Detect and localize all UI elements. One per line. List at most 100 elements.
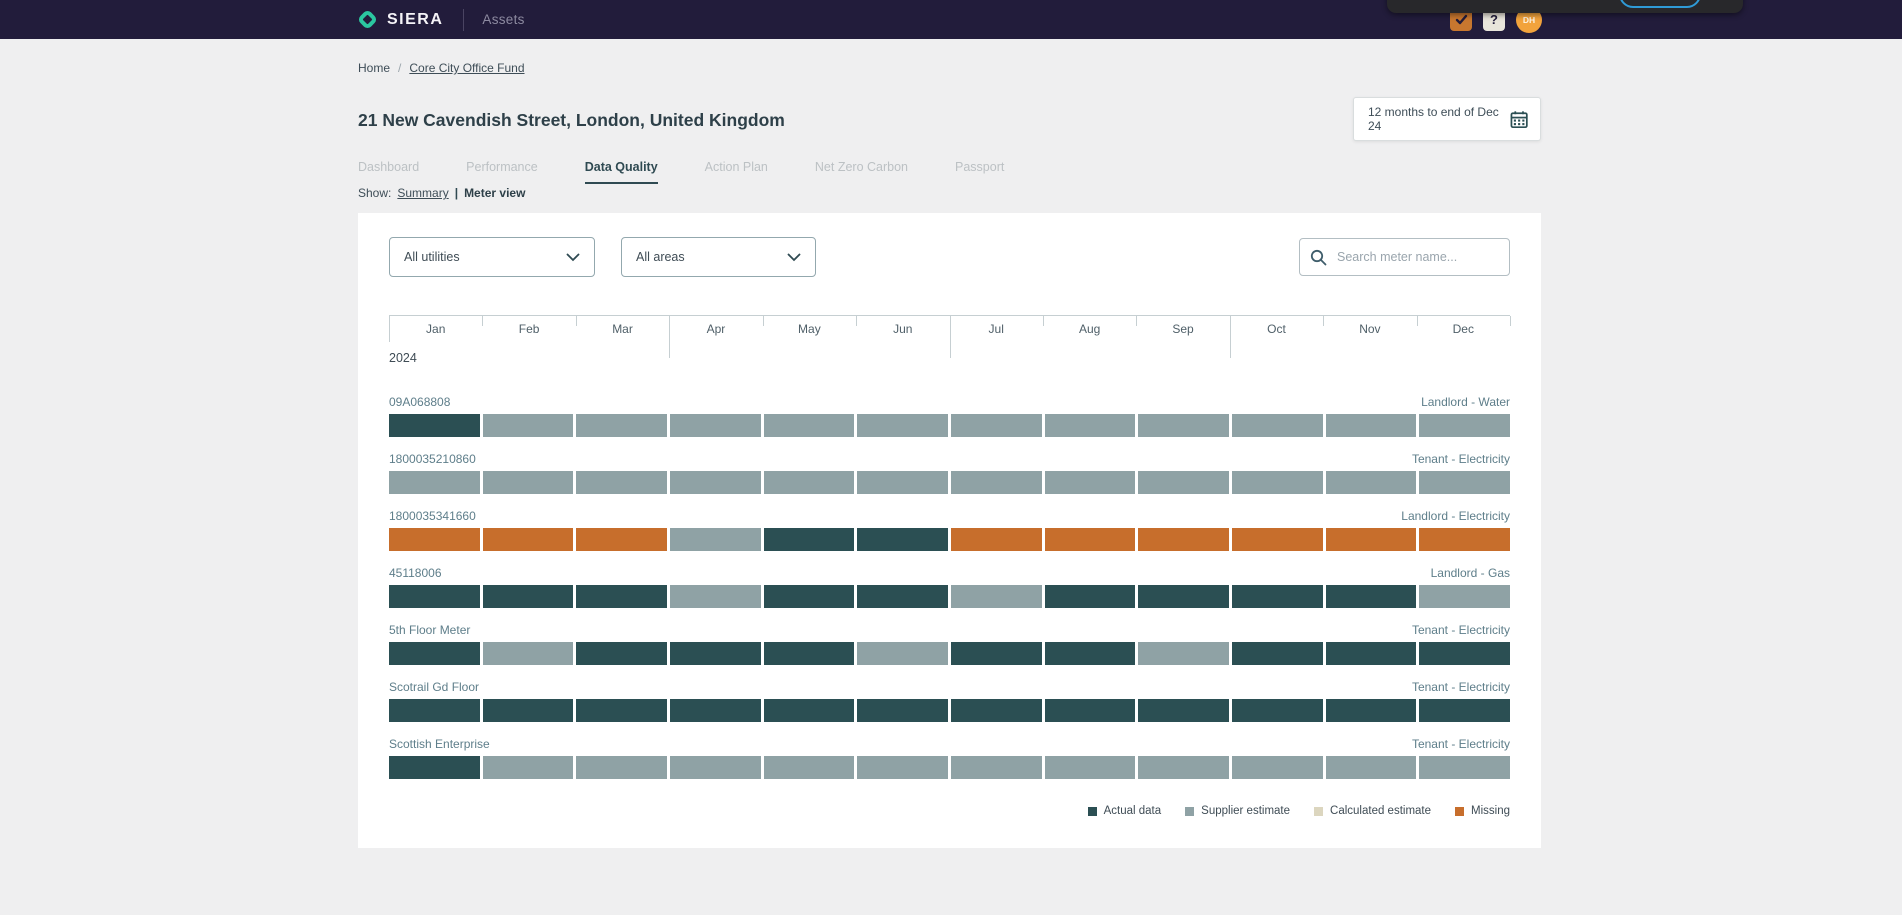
chevron-down-icon bbox=[787, 253, 801, 261]
meter-month-cells bbox=[389, 528, 1510, 551]
cell-jul-supplier bbox=[950, 756, 1042, 779]
areas-dropdown[interactable]: All areas bbox=[621, 237, 816, 277]
cell-feb-actual bbox=[482, 699, 574, 722]
cell-apr-supplier bbox=[669, 756, 761, 779]
month-boundary-tick bbox=[1136, 316, 1138, 326]
cell-nov-supplier bbox=[1325, 414, 1417, 437]
date-range-picker[interactable]: 12 months to end of Dec 24 bbox=[1353, 97, 1541, 141]
meter-month-cells bbox=[389, 756, 1510, 779]
meter-month-cells bbox=[389, 642, 1510, 665]
view-toggle-divider: | bbox=[454, 186, 459, 200]
cell-feb-supplier bbox=[482, 471, 574, 494]
meter-row-header: 1800035341660 Landlord - Electricity bbox=[389, 509, 1510, 523]
cell-dec-supplier bbox=[1419, 414, 1510, 437]
cell-mar-actual bbox=[576, 642, 667, 665]
tab-performance[interactable]: Performance bbox=[466, 160, 538, 174]
cell-sep-supplier bbox=[1138, 414, 1229, 437]
search-icon bbox=[1310, 249, 1327, 265]
month-header: Jan Feb Mar Apr May Jun Jul Aug Sep Oct Nov Dec bbox=[389, 315, 1511, 358]
tab-action-plan[interactable]: Action Plan bbox=[704, 160, 768, 174]
cell-jun-supplier bbox=[857, 756, 948, 779]
cell-may-actual bbox=[763, 528, 855, 551]
cell-aug-supplier bbox=[1044, 414, 1136, 437]
cell-nov-supplier bbox=[1325, 471, 1417, 494]
view-option-meter-view[interactable]: Meter view bbox=[464, 186, 526, 200]
cell-aug-actual bbox=[1044, 699, 1136, 722]
cell-dec-supplier bbox=[1419, 756, 1510, 779]
tasks-check-button[interactable] bbox=[1450, 8, 1472, 31]
cell-jun-actual bbox=[857, 528, 948, 551]
meter-row-header: 1800035210860 Tenant - Electricity bbox=[389, 452, 1510, 466]
siera-logo-icon bbox=[356, 8, 379, 31]
cell-jan-missing bbox=[389, 528, 480, 551]
cell-oct-missing bbox=[1231, 528, 1323, 551]
cell-dec-missing bbox=[1419, 528, 1510, 551]
utilities-dropdown-value: All utilities bbox=[404, 250, 460, 264]
data-quality-panel: All utilities All areas JanFebMarAprMayJ… bbox=[358, 213, 1541, 848]
tab-net-zero-carbon[interactable]: Net Zero Carbon bbox=[814, 160, 908, 174]
meter-search-input[interactable] bbox=[1337, 250, 1497, 264]
legend-swatch-calculated bbox=[1314, 806, 1324, 816]
meter-type: Landlord - Electricity bbox=[1401, 509, 1510, 523]
cell-feb-supplier bbox=[482, 414, 574, 437]
cell-dec-supplier bbox=[1419, 471, 1510, 494]
tab-bar: Dashboard Performance Data Quality Action P… bbox=[358, 156, 1051, 184]
cell-jan-actual bbox=[389, 414, 480, 437]
meter-type: Tenant - Electricity bbox=[1411, 737, 1510, 751]
cell-dec-actual bbox=[1419, 642, 1510, 665]
cell-feb-missing bbox=[482, 528, 574, 551]
cell-aug-supplier bbox=[1044, 471, 1136, 494]
view-option-summary[interactable]: Summary bbox=[397, 186, 449, 200]
cell-aug-supplier bbox=[1044, 756, 1136, 779]
meter-row-header: 45118006 Landlord - Gas bbox=[389, 566, 1510, 580]
cell-jul-supplier bbox=[950, 414, 1042, 437]
cell-oct-actual bbox=[1231, 642, 1323, 665]
cell-dec-supplier bbox=[1419, 585, 1510, 608]
meter-type: Landlord - Water bbox=[1421, 395, 1510, 409]
cell-jan-actual bbox=[389, 642, 480, 665]
tab-passport[interactable]: Passport bbox=[955, 160, 1005, 174]
legend-label: Supplier estimate bbox=[1201, 805, 1291, 817]
tab-data-quality[interactable]: Data Quality bbox=[584, 156, 658, 184]
meter-row-1800035210860: 1800035210860 Tenant - Electricity bbox=[389, 452, 1510, 494]
chevron-down-icon bbox=[566, 253, 580, 261]
cutoff-popup-button[interactable] bbox=[1619, 0, 1701, 8]
help-button[interactable]: ? bbox=[1483, 8, 1505, 31]
breadcrumb-home[interactable]: Home bbox=[358, 61, 391, 75]
utilities-dropdown[interactable]: All utilities bbox=[389, 237, 595, 277]
cell-jan-actual bbox=[389, 756, 480, 779]
month-label-mar: Mar bbox=[612, 322, 633, 336]
cell-may-actual bbox=[763, 642, 855, 665]
cell-jan-actual bbox=[389, 585, 480, 608]
cell-sep-missing bbox=[1138, 528, 1229, 551]
meter-month-cells bbox=[389, 414, 1510, 437]
brand-name: SIERA bbox=[387, 10, 444, 28]
month-boundary-tick bbox=[1510, 316, 1511, 326]
product-name[interactable]: Assets bbox=[482, 12, 525, 27]
month-boundary-tick bbox=[1323, 316, 1325, 326]
meter-month-cells bbox=[389, 471, 1510, 494]
meter-month-cells bbox=[389, 699, 1510, 722]
cell-apr-supplier bbox=[669, 585, 761, 608]
month-label-jul: Jul bbox=[988, 322, 1004, 336]
cell-sep-supplier bbox=[1138, 471, 1229, 494]
cell-may-supplier bbox=[763, 414, 855, 437]
cell-oct-actual bbox=[1231, 585, 1323, 608]
legend-item-actual-data: Actual data bbox=[1087, 805, 1161, 817]
month-boundary-tick bbox=[1042, 316, 1044, 326]
cell-dec-actual bbox=[1419, 699, 1510, 722]
year-label: 2024 bbox=[389, 351, 417, 365]
month-label-apr: Apr bbox=[706, 322, 726, 336]
month-label-jun: Jun bbox=[893, 322, 913, 336]
month-label-oct: Oct bbox=[1267, 322, 1286, 336]
meter-grid: Jan Feb Mar Apr May Jun Jul Aug Sep Oct Nov Dec 202… bbox=[389, 315, 1511, 779]
brand-block: SIERA Assets bbox=[356, 8, 525, 31]
legend-label: Calculated estimate bbox=[1330, 805, 1432, 817]
cell-feb-actual bbox=[482, 585, 574, 608]
meter-type: Tenant - Electricity bbox=[1411, 452, 1510, 466]
show-label: Show: bbox=[358, 186, 392, 200]
breadcrumb-fund-link[interactable]: Core City Office Fund bbox=[409, 61, 525, 75]
tab-dashboard[interactable]: Dashboard bbox=[358, 160, 420, 174]
meter-row-1800035341660: 1800035341660 Landlord - Electricity bbox=[389, 509, 1510, 551]
meter-name: 1800035341660 bbox=[389, 509, 476, 523]
